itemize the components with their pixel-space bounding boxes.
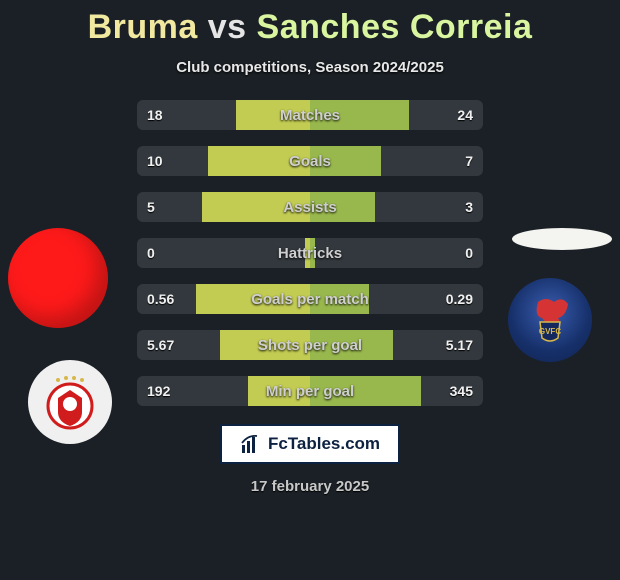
stat-left-half: 0.56 bbox=[137, 284, 310, 314]
stat-right-value: 0.29 bbox=[436, 284, 483, 314]
stat-right-fill bbox=[310, 330, 393, 360]
generation-date: 17 february 2025 bbox=[0, 478, 620, 495]
stat-left-fill bbox=[202, 192, 310, 222]
vs-text: vs bbox=[208, 8, 247, 46]
stat-right-half: 0 bbox=[310, 238, 483, 268]
stat-left-fill bbox=[208, 146, 310, 176]
stat-right-value: 24 bbox=[447, 100, 483, 130]
stat-left-half: 10 bbox=[137, 146, 310, 176]
stat-row: 1824Matches bbox=[137, 100, 483, 130]
stat-right-fill bbox=[310, 284, 369, 314]
fctables-badge[interactable]: FcTables.com bbox=[220, 424, 400, 464]
stat-left-half: 5.67 bbox=[137, 330, 310, 360]
stat-left-fill bbox=[248, 376, 310, 406]
stat-left-half: 192 bbox=[137, 376, 310, 406]
stat-right-fill bbox=[310, 376, 421, 406]
benfica-shield-icon bbox=[40, 372, 100, 432]
stat-left-fill bbox=[196, 284, 310, 314]
stat-right-value: 345 bbox=[440, 376, 483, 406]
stat-row: 00Hattricks bbox=[137, 238, 483, 268]
player1-photo bbox=[8, 228, 108, 328]
stat-left-half: 18 bbox=[137, 100, 310, 130]
fctables-chart-icon bbox=[240, 433, 262, 455]
stat-bars-container: 1824Matches107Goals53Assists00Hattricks0… bbox=[137, 100, 483, 406]
stat-right-half: 0.29 bbox=[310, 284, 483, 314]
stat-right-half: 345 bbox=[310, 376, 483, 406]
stat-right-half: 24 bbox=[310, 100, 483, 130]
player2-name: Sanches Correia bbox=[257, 8, 533, 46]
stat-left-half: 5 bbox=[137, 192, 310, 222]
player1-club-badge bbox=[28, 360, 112, 444]
stat-right-value: 7 bbox=[455, 146, 483, 176]
stat-row: 53Assists bbox=[137, 192, 483, 222]
stat-left-value: 5.67 bbox=[137, 330, 184, 360]
stat-left-value: 0 bbox=[137, 238, 165, 268]
stat-right-value: 0 bbox=[455, 238, 483, 268]
stat-row: 0.560.29Goals per match bbox=[137, 284, 483, 314]
stat-left-value: 0.56 bbox=[137, 284, 184, 314]
player2-club-badge: GVFC bbox=[508, 278, 592, 362]
stat-right-half: 7 bbox=[310, 146, 483, 176]
stat-left-value: 10 bbox=[137, 146, 173, 176]
stat-left-fill bbox=[220, 330, 310, 360]
stat-right-value: 3 bbox=[455, 192, 483, 222]
gilvicente-shield-icon: GVFC bbox=[518, 288, 582, 352]
stat-right-half: 5.17 bbox=[310, 330, 483, 360]
stat-right-fill bbox=[310, 192, 375, 222]
player1-name: Bruma bbox=[88, 8, 198, 46]
stat-right-fill bbox=[310, 100, 409, 130]
stat-left-value: 5 bbox=[137, 192, 165, 222]
page-title: Bruma vs Sanches Correia bbox=[0, 0, 620, 47]
stat-left-half: 0 bbox=[137, 238, 310, 268]
comparison-area: GVFC 1824Matches107Goals53Assists00Hattr… bbox=[0, 100, 620, 406]
stat-right-half: 3 bbox=[310, 192, 483, 222]
stat-row: 107Goals bbox=[137, 146, 483, 176]
stat-left-value: 18 bbox=[137, 100, 173, 130]
stat-left-fill bbox=[236, 100, 310, 130]
player2-photo bbox=[512, 228, 612, 250]
stat-row: 192345Min per goal bbox=[137, 376, 483, 406]
season-subtitle: Club competitions, Season 2024/2025 bbox=[0, 59, 620, 76]
stat-left-value: 192 bbox=[137, 376, 180, 406]
stat-right-fill bbox=[310, 238, 315, 268]
stat-row: 5.675.17Shots per goal bbox=[137, 330, 483, 360]
stat-right-value: 5.17 bbox=[436, 330, 483, 360]
stat-right-fill bbox=[310, 146, 381, 176]
svg-text:GVFC: GVFC bbox=[539, 327, 561, 336]
fctables-label: FcTables.com bbox=[268, 434, 380, 454]
